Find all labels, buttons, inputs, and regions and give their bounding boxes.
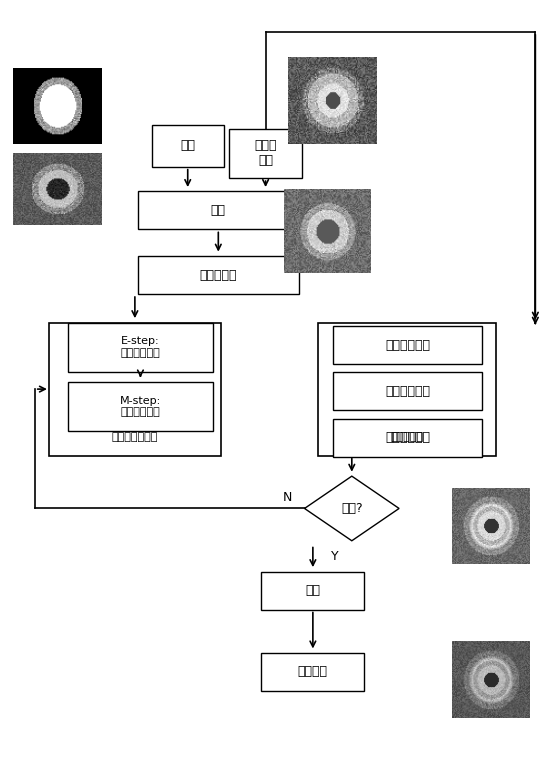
Text: 初始化参数: 初始化参数: [200, 269, 237, 282]
FancyBboxPatch shape: [68, 382, 213, 431]
Text: 收敛?: 收敛?: [341, 502, 363, 515]
Text: 配准: 配准: [211, 204, 226, 217]
FancyBboxPatch shape: [151, 125, 224, 167]
Text: 最终结果: 最终结果: [298, 665, 328, 678]
Text: M-step:
更新参数估计: M-step: 更新参数估计: [120, 396, 161, 417]
Text: E-step:
计算后验概率: E-step: 计算后验概率: [121, 336, 160, 358]
Text: 图谱: 图谱: [180, 140, 195, 153]
Text: N: N: [283, 491, 292, 504]
FancyBboxPatch shape: [262, 653, 364, 691]
FancyBboxPatch shape: [319, 323, 496, 456]
Text: 耦合水平集: 耦合水平集: [391, 432, 424, 442]
FancyBboxPatch shape: [229, 129, 302, 178]
FancyBboxPatch shape: [333, 326, 482, 364]
FancyBboxPatch shape: [262, 571, 364, 610]
FancyBboxPatch shape: [138, 192, 299, 230]
FancyBboxPatch shape: [138, 256, 299, 294]
Text: 心肌厚度约束: 心肌厚度约束: [385, 431, 430, 444]
FancyBboxPatch shape: [333, 372, 482, 410]
Text: 凸包: 凸包: [305, 584, 320, 597]
Text: 后验概率信息: 后验概率信息: [385, 385, 430, 398]
Text: Y: Y: [331, 549, 339, 562]
FancyBboxPatch shape: [49, 323, 221, 456]
FancyBboxPatch shape: [68, 323, 213, 372]
Text: 待分割
图像: 待分割 图像: [254, 140, 277, 167]
Text: 图像灰度信息: 图像灰度信息: [385, 339, 430, 352]
Polygon shape: [305, 476, 399, 541]
FancyBboxPatch shape: [333, 419, 482, 457]
Text: 期望最大化算法: 期望最大化算法: [112, 432, 158, 442]
